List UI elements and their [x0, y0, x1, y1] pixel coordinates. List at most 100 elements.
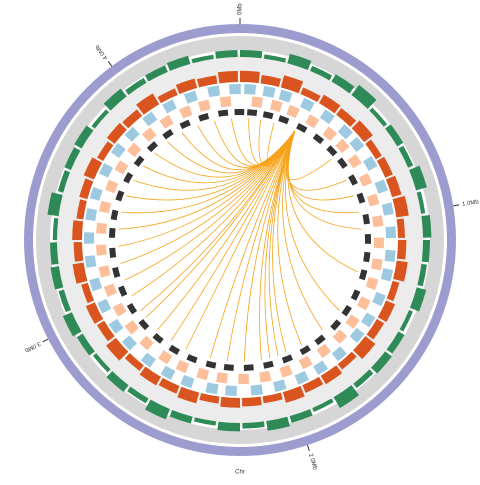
histogram-bar: [242, 421, 265, 429]
histogram-bar: [52, 217, 59, 240]
histogram-bar: [320, 365, 343, 385]
gene-block: [370, 258, 383, 271]
histogram-bar: [416, 191, 426, 214]
histogram-bar: [47, 192, 63, 217]
histogram-bar: [409, 165, 427, 191]
gene-block: [112, 266, 121, 278]
gene-block: [365, 276, 379, 290]
histogram-bar: [106, 337, 129, 361]
gene-block: [348, 174, 358, 186]
gene-block: [326, 145, 338, 157]
histogram-bar: [282, 385, 305, 403]
histogram-bar: [377, 300, 396, 322]
histogram-bar: [336, 107, 357, 127]
gene-block: [313, 360, 329, 376]
histogram-bar: [351, 84, 377, 109]
tick-mark: [306, 445, 310, 452]
gene-block: [238, 373, 250, 384]
histogram-bar: [122, 109, 143, 129]
gene-block: [115, 190, 125, 202]
link: [170, 130, 296, 341]
outer-band: [36, 36, 444, 444]
histogram-bar: [196, 75, 218, 88]
tick-label: 2.0Mb: [307, 453, 318, 471]
gene-block: [316, 343, 332, 359]
histogram-bar: [50, 242, 59, 265]
gene-block: [385, 226, 396, 239]
gene-block: [112, 302, 127, 317]
histogram-bar: [139, 366, 161, 386]
histogram-bar: [262, 392, 283, 404]
gene-block: [207, 85, 221, 98]
histogram-bar: [386, 331, 405, 354]
histogram-bar: [369, 107, 388, 127]
histogram-bar: [62, 312, 82, 337]
axis-label: Chr: [235, 470, 245, 476]
link: [287, 130, 358, 273]
histogram-bar: [300, 87, 321, 103]
gene-block: [175, 359, 190, 374]
histogram-bar: [166, 55, 191, 71]
histogram-bar: [74, 125, 94, 149]
gene-block: [162, 129, 174, 140]
histogram-bar: [240, 50, 263, 59]
gene-block: [146, 141, 159, 153]
link: [131, 130, 296, 297]
link: [277, 130, 302, 346]
histogram-bar: [396, 218, 405, 238]
gene-block: [363, 251, 371, 263]
gene-block: [262, 85, 276, 98]
gene-block: [374, 179, 388, 194]
histogram-bar: [157, 88, 178, 104]
histogram-bar: [366, 319, 385, 340]
gene-block: [278, 89, 293, 103]
gene-block: [362, 213, 370, 225]
gene-block: [381, 202, 394, 216]
tick-label: 0Mb: [238, 3, 244, 15]
gene-block: [180, 374, 195, 389]
histogram-bar: [289, 409, 313, 423]
gene-block: [103, 283, 117, 297]
histogram-bar: [106, 122, 127, 144]
histogram-bar: [85, 302, 104, 324]
gene-block: [234, 109, 245, 116]
gene-block: [347, 154, 362, 169]
gene-block: [278, 115, 290, 125]
gene-block: [205, 360, 217, 369]
inner-band: [54, 54, 426, 426]
histogram-bar: [302, 376, 324, 393]
gene-block: [89, 277, 103, 292]
gene-block: [373, 237, 384, 249]
gene-block: [372, 215, 384, 227]
histogram-bar: [240, 70, 260, 84]
link: [140, 130, 296, 311]
histogram-bar: [136, 93, 160, 115]
gene-block: [247, 109, 258, 117]
gene-block: [358, 173, 373, 187]
gene-block: [178, 105, 193, 119]
histogram-bar: [79, 178, 94, 200]
gene-block: [228, 84, 241, 95]
tick-label: 4.0Mb: [94, 43, 109, 61]
histogram-bar: [331, 74, 355, 94]
gene-block: [186, 354, 198, 364]
gene-block: [345, 314, 360, 329]
histogram-bar: [337, 351, 357, 370]
histogram-bar: [57, 170, 71, 193]
gene-block: [322, 126, 337, 141]
histogram-bar: [58, 289, 71, 313]
histogram-bar: [312, 398, 334, 412]
histogram-bar: [169, 409, 193, 424]
histogram-bar: [421, 215, 432, 238]
gene-block: [349, 327, 365, 344]
histogram-bar: [310, 65, 333, 81]
gene-block: [335, 138, 350, 154]
gene-block: [84, 232, 95, 244]
gene-block: [142, 111, 158, 127]
histogram-bar: [50, 266, 64, 290]
histogram-bar: [76, 333, 95, 356]
gene-block: [96, 222, 107, 234]
gene-block: [216, 372, 228, 384]
tick-label: 3.0Mb: [23, 340, 41, 353]
gene-block: [331, 346, 347, 362]
